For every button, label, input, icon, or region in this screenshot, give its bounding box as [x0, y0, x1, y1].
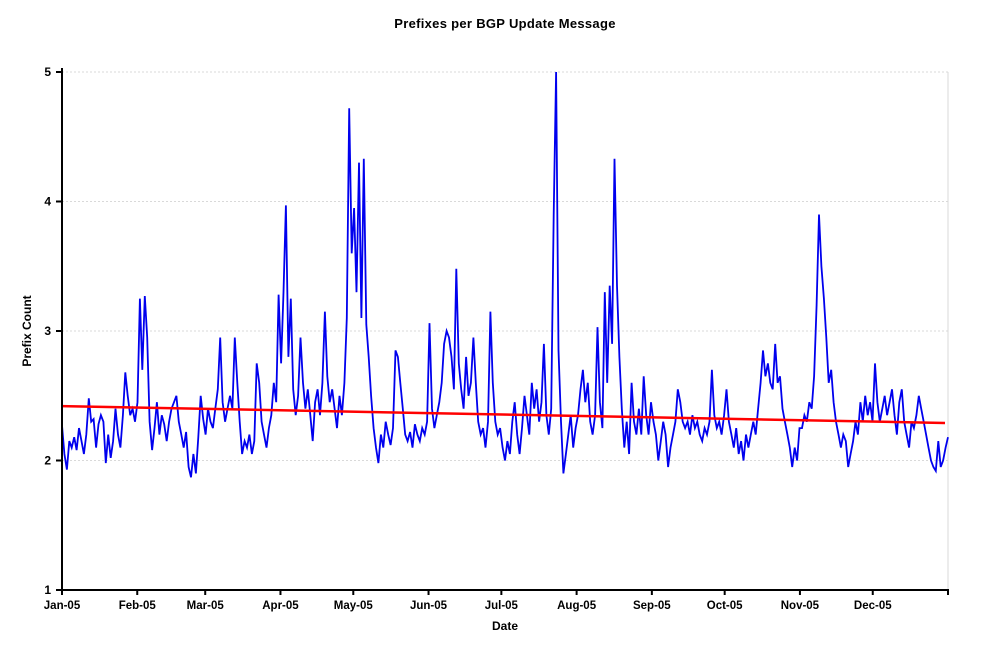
- trend-line: [61, 404, 946, 425]
- x-tick-label: Sep-05: [633, 600, 671, 612]
- x-tick-label: Mar-05: [187, 600, 225, 612]
- x-tick-label: Dec-05: [854, 600, 892, 612]
- x-tick-label: Jun-05: [410, 600, 448, 612]
- y-tick-label: 3: [44, 324, 51, 338]
- blue-series-line: [61, 71, 949, 478]
- y-tick-label: 5: [44, 65, 51, 79]
- x-tick-label: Apr-05: [262, 600, 299, 612]
- x-tick-label: Feb-05: [119, 600, 157, 612]
- y-tick-label: 2: [44, 454, 51, 468]
- x-tick-label: Oct-05: [707, 600, 743, 612]
- chart-title: Prefixes per BGP Update Message: [394, 16, 616, 31]
- x-tick-label: Jul-05: [485, 600, 519, 612]
- x-axis-title: Date: [491, 619, 518, 633]
- x-tick-label: May-05: [334, 600, 374, 612]
- x-tick-label: Aug-05: [557, 600, 597, 612]
- x-tick-label: Jan-05: [44, 600, 81, 612]
- y-tick-label: 1: [44, 583, 51, 597]
- x-tick-label: Nov-05: [781, 600, 820, 612]
- y-tick-label: 4: [44, 195, 51, 209]
